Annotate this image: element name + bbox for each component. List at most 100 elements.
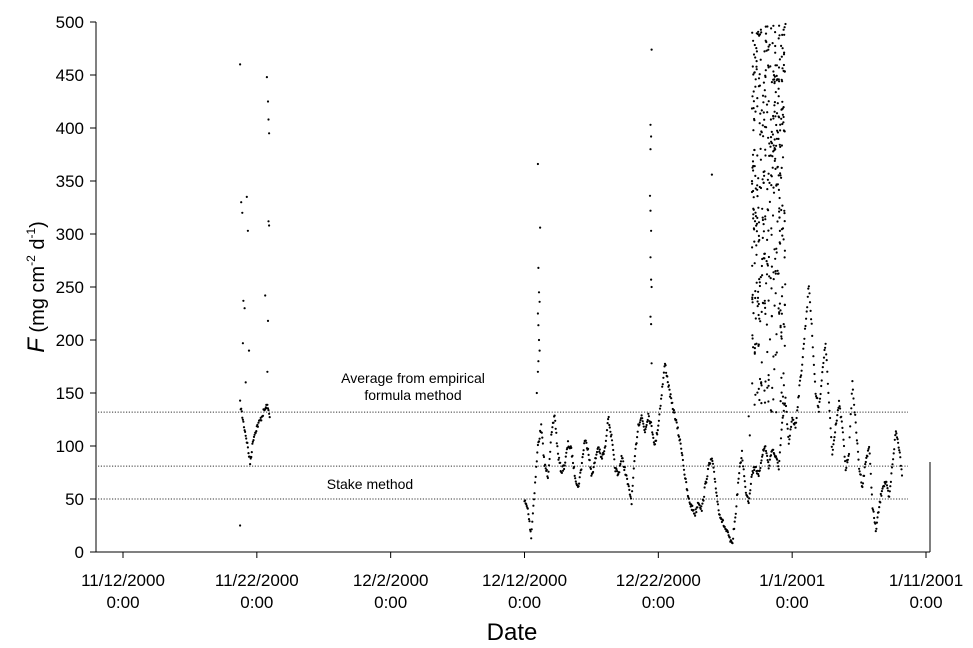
data-point [691, 504, 694, 507]
data-point [751, 301, 754, 304]
y-axis-title-unit-b: d [27, 239, 49, 256]
data-point [556, 445, 559, 448]
data-point [531, 520, 534, 523]
data-point [752, 90, 755, 93]
data-point [877, 511, 880, 514]
data-point [642, 425, 645, 428]
data-point [699, 507, 702, 510]
data-point [777, 87, 780, 90]
data-point [758, 34, 761, 37]
data-point [242, 420, 245, 423]
data-point [780, 335, 783, 338]
data-point [899, 464, 903, 467]
y-tick-label: 0 [75, 543, 84, 562]
data-point [776, 461, 779, 464]
data-point [776, 269, 779, 272]
data-point [834, 431, 837, 434]
data-point [798, 379, 802, 382]
data-point [768, 142, 771, 145]
data-point [748, 497, 751, 500]
data-point [892, 458, 895, 461]
data-point [762, 111, 765, 114]
data-point [802, 347, 805, 350]
data-point [560, 471, 564, 474]
data-point [777, 137, 780, 140]
data-point [268, 416, 271, 419]
data-point [758, 73, 761, 76]
data-point [779, 123, 782, 126]
data-point [766, 454, 769, 457]
data-point [756, 305, 759, 308]
data-point [840, 420, 843, 423]
data-point [536, 451, 539, 454]
data-point [824, 346, 827, 349]
data-point [874, 522, 877, 525]
data-point [754, 215, 758, 218]
data-point [746, 495, 749, 498]
data-point [625, 474, 628, 477]
data-point [756, 195, 759, 198]
data-point [538, 349, 541, 352]
data-point [775, 251, 778, 254]
data-point [766, 208, 769, 211]
data-point [773, 147, 776, 150]
data-point [752, 73, 755, 76]
data-point [760, 361, 763, 364]
data-point [772, 78, 775, 81]
data-point [680, 451, 683, 455]
data-point [755, 230, 759, 233]
data-point [780, 176, 783, 179]
data-point [755, 68, 758, 71]
data-point [890, 472, 893, 475]
data-point [544, 467, 547, 470]
data-point [796, 409, 799, 412]
data-point [900, 468, 903, 471]
data-point [761, 94, 765, 97]
data-point [847, 452, 851, 456]
data-point [714, 480, 717, 483]
data-point [530, 528, 533, 531]
data-point [653, 443, 657, 446]
data-point [643, 431, 647, 434]
data-point [772, 114, 775, 118]
data-point [535, 465, 538, 468]
data-point [751, 334, 754, 337]
data-point [769, 118, 773, 121]
data-point [758, 185, 761, 189]
data-point [808, 301, 812, 304]
data-point [768, 338, 772, 341]
data-point [778, 302, 782, 305]
data-point [780, 376, 783, 379]
data-point [806, 306, 809, 309]
data-point [847, 454, 850, 457]
data-point [754, 393, 757, 396]
data-point [525, 504, 528, 508]
data-point [657, 424, 660, 427]
data-point [604, 445, 607, 448]
data-point [566, 440, 570, 443]
data-point [782, 121, 785, 124]
data-point [832, 439, 836, 442]
data-point [868, 452, 871, 455]
data-point [647, 412, 650, 415]
data-point [770, 233, 773, 236]
data-point [268, 412, 271, 415]
data-point [752, 164, 755, 168]
data-point [856, 450, 860, 453]
data-point [767, 66, 770, 69]
data-point [776, 102, 779, 105]
data-point [895, 436, 899, 439]
data-point [635, 442, 638, 445]
data-point [769, 65, 772, 68]
data-point [563, 467, 566, 471]
data-point [753, 240, 756, 243]
data-point [787, 435, 790, 438]
data-point [769, 277, 772, 280]
data-point [890, 466, 894, 469]
data-point [822, 361, 825, 365]
data-point [649, 315, 652, 318]
data-point [849, 413, 852, 416]
data-point [610, 439, 614, 442]
data-point [710, 173, 714, 176]
data-point [767, 229, 770, 232]
